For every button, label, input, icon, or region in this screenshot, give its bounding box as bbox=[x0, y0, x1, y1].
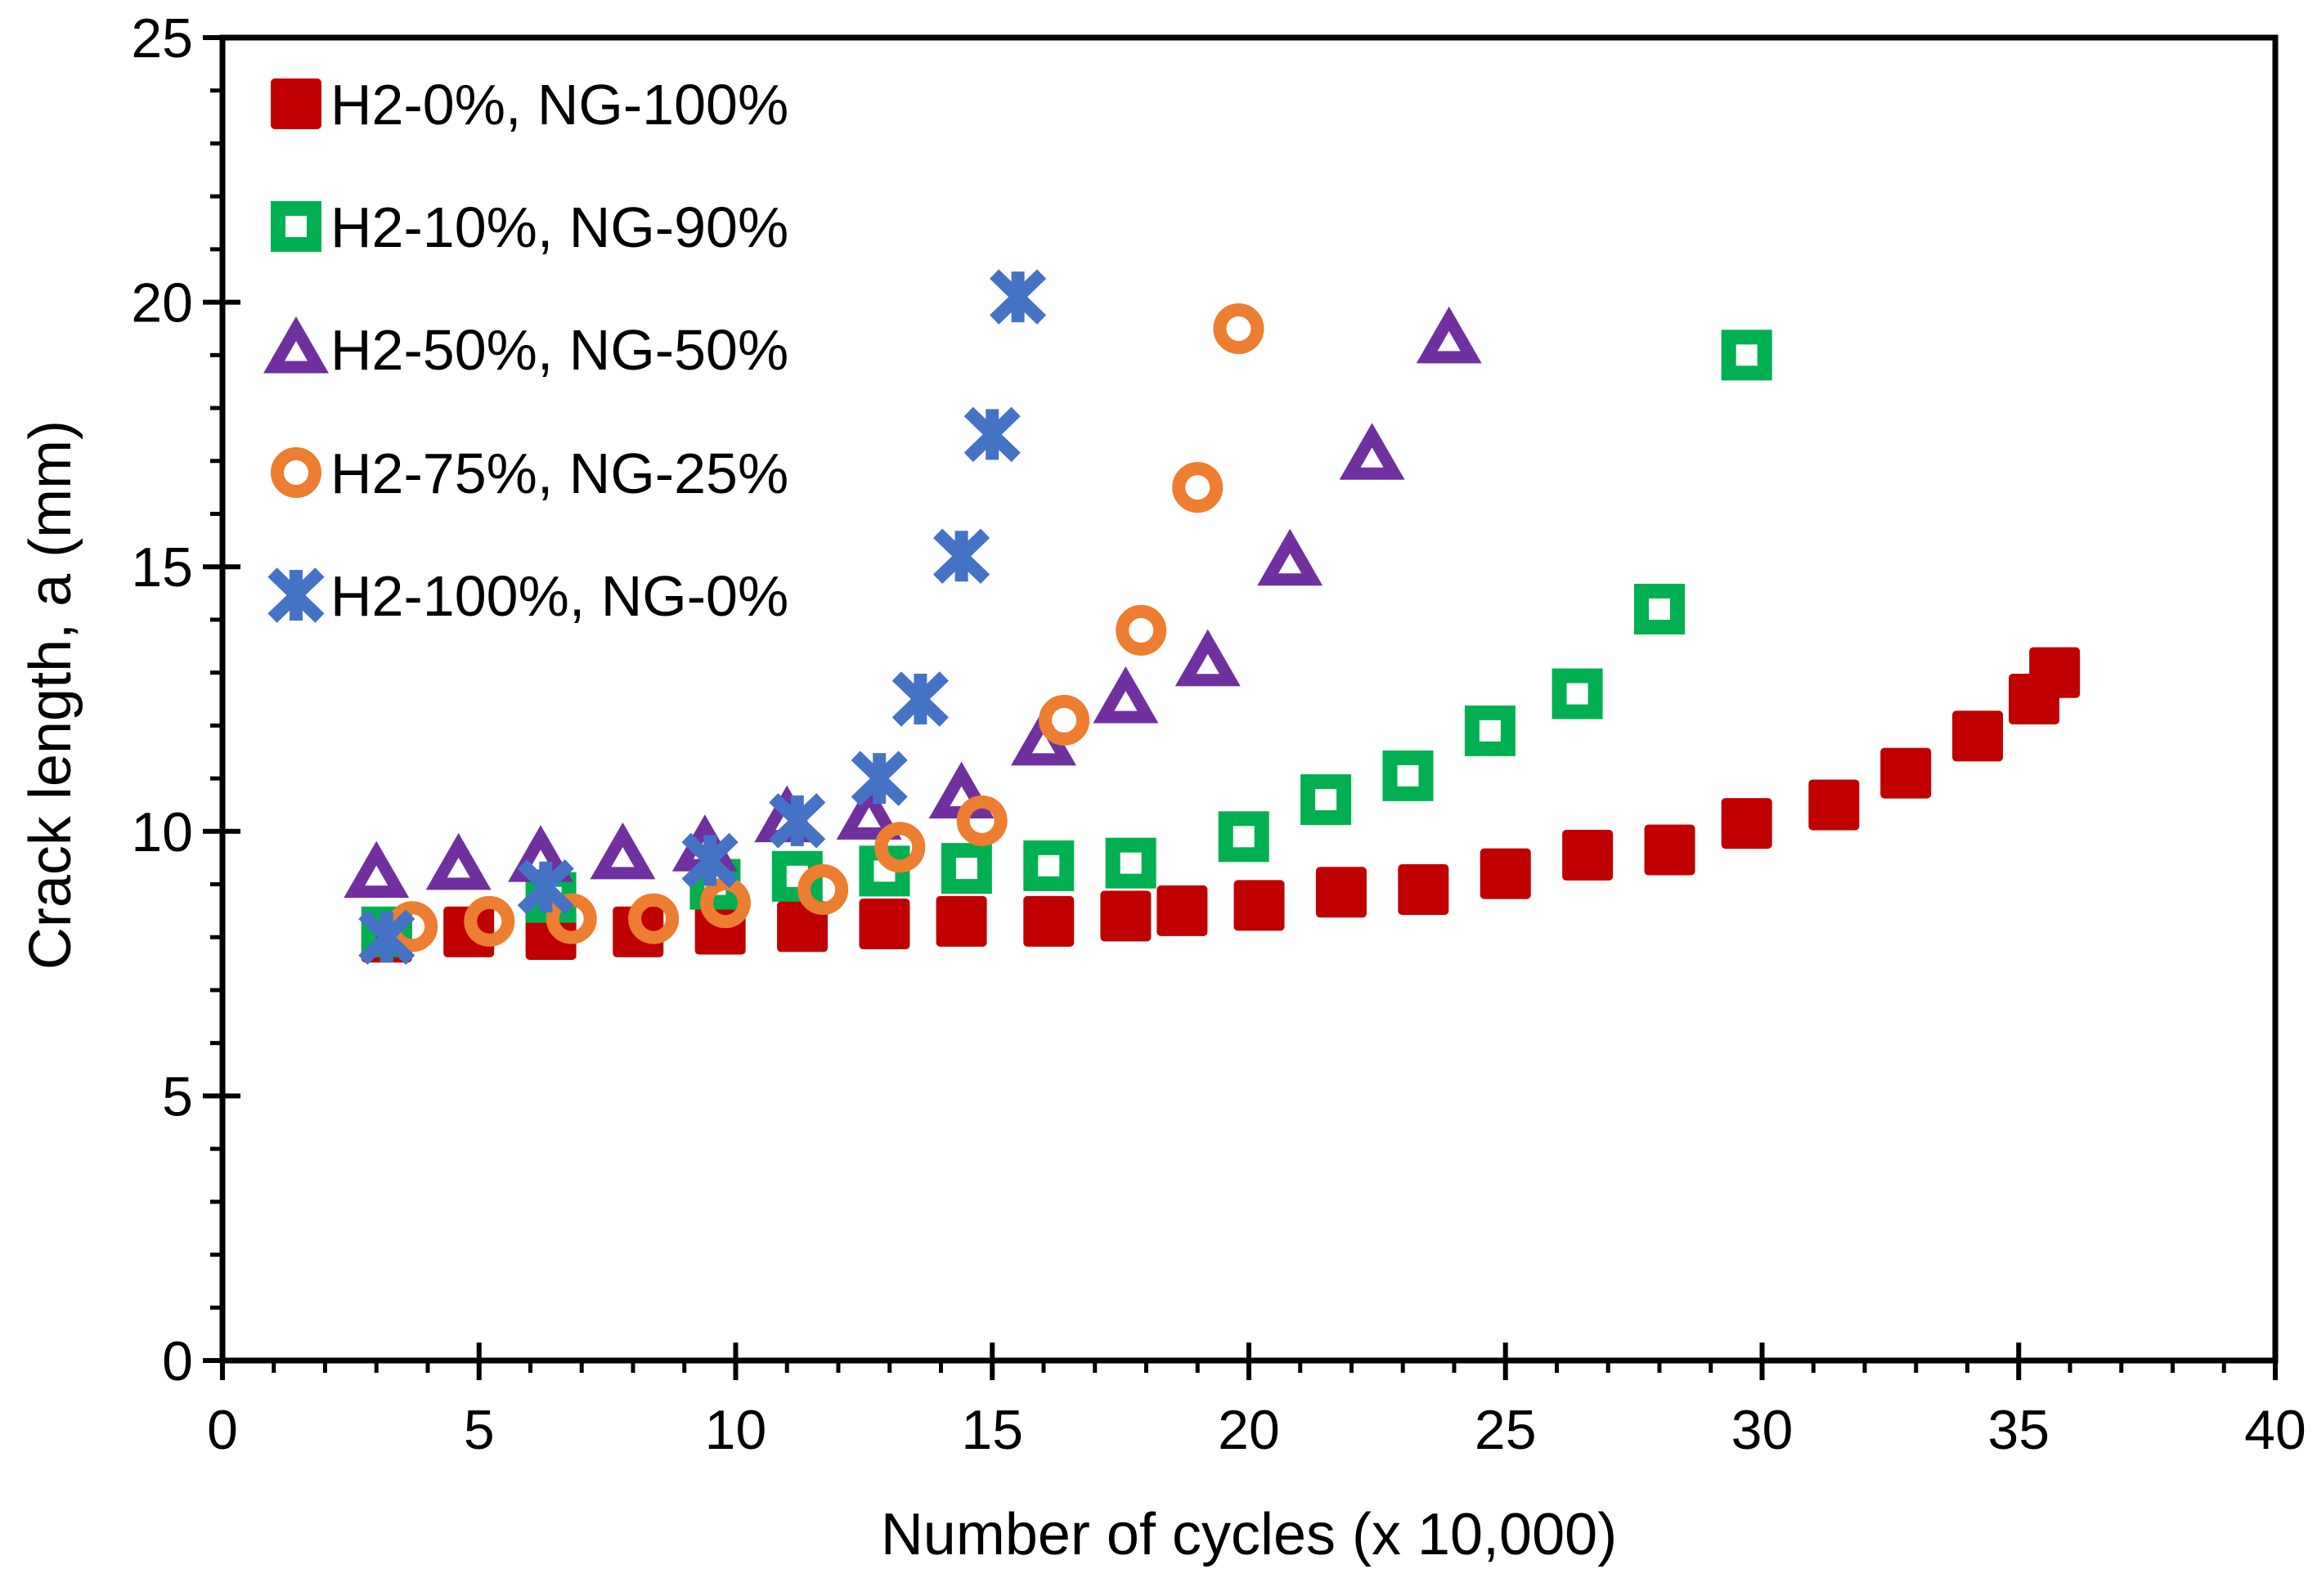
marker-open-triangle bbox=[1416, 306, 1482, 364]
legend-label: H2-100%, NG-0% bbox=[330, 564, 788, 628]
marker-filled-square bbox=[1233, 880, 1285, 931]
marker-open-circle bbox=[1039, 694, 1090, 746]
legend-item: H2-50%, NG-50% bbox=[263, 316, 788, 382]
marker-open-triangle bbox=[263, 316, 329, 374]
marker-open-square bbox=[1464, 705, 1515, 756]
x-tick-label: 40 bbox=[2244, 1399, 2306, 1461]
marker-open-triangle bbox=[1339, 423, 1405, 480]
marker-filled-square bbox=[1562, 829, 1614, 881]
marker-filled-square bbox=[1398, 863, 1449, 915]
marker-open-square bbox=[1218, 811, 1269, 863]
marker-filled-square bbox=[1644, 824, 1695, 876]
marker-filled-square bbox=[1156, 885, 1208, 936]
y-tick-label: 20 bbox=[131, 272, 193, 334]
legend-item: H2-100%, NG-0% bbox=[267, 564, 788, 628]
marker-open-triangle bbox=[425, 832, 492, 890]
legend-label: H2-0%, NG-100% bbox=[330, 73, 788, 137]
marker-open-circle bbox=[271, 447, 321, 498]
marker-open-square bbox=[271, 201, 321, 252]
series-1 bbox=[361, 330, 1772, 957]
marker-open-circle bbox=[797, 863, 849, 915]
legend-label: H2-10%, NG-90% bbox=[330, 195, 788, 259]
marker-filled-square bbox=[1480, 848, 1531, 899]
marker-open-triangle bbox=[590, 822, 656, 880]
marker-filled-square bbox=[859, 899, 910, 950]
x-tick-label: 5 bbox=[464, 1399, 495, 1461]
y-tick-label: 25 bbox=[131, 7, 193, 69]
marker-open-triangle bbox=[1174, 629, 1241, 687]
marker-filled-square bbox=[271, 78, 321, 129]
marker-open-circle bbox=[874, 822, 926, 873]
marker-open-triangle bbox=[836, 782, 902, 840]
x-axis-title: Number of cycles (x 10,000) bbox=[880, 1502, 1618, 1567]
marker-filled-square bbox=[1023, 895, 1075, 947]
marker-open-square bbox=[1105, 837, 1156, 889]
marker-open-square bbox=[1551, 668, 1603, 720]
marker-filled-square bbox=[1808, 779, 1860, 831]
marker-open-circle bbox=[1116, 604, 1167, 656]
marker-filled-square bbox=[777, 901, 828, 953]
x-tick-label: 25 bbox=[1475, 1399, 1537, 1461]
legend-label: H2-50%, NG-50% bbox=[330, 318, 788, 382]
series-3 bbox=[387, 303, 1264, 953]
y-axis-title: Crack length, a (mm) bbox=[18, 419, 83, 971]
marker-open-square bbox=[1300, 773, 1352, 825]
marker-filled-square bbox=[2029, 647, 2081, 698]
marker-open-square bbox=[941, 843, 992, 894]
marker-open-square bbox=[1634, 583, 1685, 634]
series-4 bbox=[358, 269, 1047, 965]
marker-open-circle bbox=[1172, 462, 1224, 513]
y-tick-label: 10 bbox=[131, 801, 193, 863]
marker-filled-square bbox=[1721, 798, 1772, 850]
marker-open-square bbox=[1023, 840, 1075, 891]
x-tick-label: 15 bbox=[961, 1399, 1023, 1461]
marker-open-triangle bbox=[344, 841, 410, 899]
y-tick-label: 5 bbox=[162, 1065, 193, 1128]
x-tick-label: 0 bbox=[207, 1399, 238, 1461]
x-tick-label: 30 bbox=[1731, 1399, 1794, 1461]
legend-item: H2-10%, NG-90% bbox=[271, 195, 788, 259]
marker-open-circle bbox=[628, 893, 680, 944]
series-0 bbox=[361, 647, 2081, 963]
marker-open-circle bbox=[1213, 303, 1264, 354]
legend-label: H2-75%, NG-25% bbox=[330, 442, 788, 505]
marker-filled-square bbox=[1952, 711, 2004, 762]
marker-filled-square bbox=[1315, 867, 1367, 918]
y-tick-label: 0 bbox=[162, 1330, 193, 1392]
marker-filled-square bbox=[1880, 747, 1932, 799]
marker-open-circle bbox=[464, 895, 515, 947]
marker-open-square bbox=[1721, 330, 1772, 381]
x-tick-label: 35 bbox=[1987, 1399, 2050, 1461]
marker-open-triangle bbox=[1093, 666, 1159, 724]
legend-item: H2-75%, NG-25% bbox=[271, 442, 788, 505]
marker-open-circle bbox=[956, 795, 1008, 846]
marker-open-square bbox=[1382, 750, 1434, 801]
marker-open-circle bbox=[546, 893, 597, 944]
marker-filled-square bbox=[936, 895, 987, 947]
marker-filled-square bbox=[1100, 890, 1152, 942]
legend-item: H2-0%, NG-100% bbox=[271, 73, 788, 137]
marker-open-triangle bbox=[1257, 528, 1323, 586]
x-tick-label: 20 bbox=[1218, 1399, 1280, 1461]
x-tick-label: 10 bbox=[705, 1399, 767, 1461]
y-tick-label: 15 bbox=[131, 536, 193, 598]
